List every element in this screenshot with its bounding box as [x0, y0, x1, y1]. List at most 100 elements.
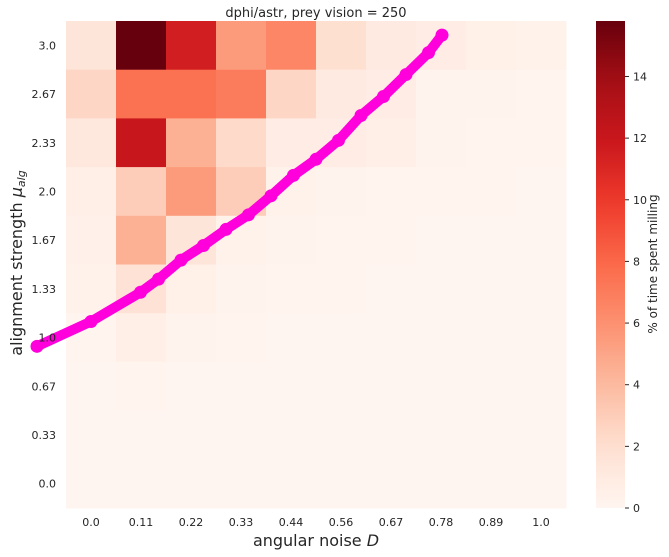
- colorbar-tick-label: 10: [633, 194, 647, 207]
- heatmap-cell: [216, 459, 267, 509]
- heatmap-cell: [216, 264, 267, 314]
- y-tick-label: 0.67: [32, 380, 57, 393]
- colorbar-tick-label: 4: [633, 379, 640, 392]
- heatmap-cell: [366, 361, 417, 412]
- overlay-curve-marker: [332, 133, 345, 147]
- x-tick-label: 1.0: [532, 516, 550, 529]
- heatmap-cell: [516, 410, 567, 460]
- y-tick-label: 2.33: [32, 137, 57, 150]
- heatmap-cell: [416, 313, 467, 363]
- heatmap-cell: [66, 410, 117, 460]
- heatmap-cell: [416, 69, 467, 119]
- overlay-curve-marker: [219, 222, 233, 236]
- x-axis-label-text: angular noise: [253, 531, 367, 550]
- x-tick-label: 0.78: [429, 516, 454, 529]
- x-tick-label: 0.22: [179, 516, 204, 529]
- heatmap-cell: [166, 459, 217, 509]
- x-tick-labels: 0.0 0.11 0.22 0.33 0.44 0.56 0.67 0.78 0.89 1.0: [82, 516, 550, 529]
- colorbar: [596, 21, 625, 508]
- heatmap-cell: [316, 264, 367, 314]
- heatmap-cell: [466, 118, 517, 168]
- heatmap-cell: [516, 167, 567, 217]
- heatmap-cell: [66, 167, 117, 217]
- overlay-curve: [30, 28, 449, 353]
- heatmap-cell: [516, 313, 567, 363]
- heatmap-cell: [366, 410, 417, 460]
- y-tick-label: 1.0: [39, 332, 57, 345]
- heatmap-cell: [316, 215, 367, 265]
- heatmap-cell: [416, 264, 467, 314]
- heatmap-cell: [466, 264, 517, 314]
- overlay-curve-marker: [435, 28, 449, 42]
- heatmap-cell: [166, 118, 217, 168]
- heatmap-cell: [116, 118, 167, 168]
- heatmap-cell: [116, 69, 167, 119]
- heatmap-cell: [166, 264, 217, 314]
- heatmap-cell: [116, 313, 167, 363]
- heatmap-cell: [266, 313, 317, 363]
- heatmap-cell: [116, 215, 167, 265]
- heatmap-cell: [66, 21, 117, 71]
- heatmap-cell: [166, 21, 217, 71]
- overlay-curve-marker: [399, 68, 413, 82]
- heatmap-cell: [66, 215, 117, 265]
- overlay-curve-marker: [309, 152, 323, 166]
- heatmap-cell: [116, 361, 167, 412]
- x-tick-label: 0.89: [479, 516, 504, 529]
- x-axis-label: angular noise D: [253, 531, 379, 550]
- heatmap-cell: [166, 167, 217, 217]
- heatmap-cell: [516, 459, 567, 509]
- overlay-curve-marker: [134, 285, 147, 299]
- overlay-curve-marker: [354, 108, 368, 122]
- heatmap-cell: [266, 264, 317, 314]
- y-tick-label: 3.0: [39, 39, 57, 52]
- y-tick-label: 1.33: [32, 283, 57, 296]
- overlay-curve-marker: [174, 253, 188, 267]
- heatmap-cells: [66, 21, 567, 509]
- heatmap-cell: [366, 118, 417, 168]
- heatmap-cell: [166, 69, 217, 119]
- overlay-curve-marker: [242, 208, 255, 222]
- heatmap-cell: [466, 361, 517, 412]
- heatmap-cell: [416, 459, 467, 509]
- heatmap-cell: [366, 264, 417, 314]
- heatmap-cell: [66, 118, 117, 168]
- heatmap-cell: [166, 361, 217, 412]
- heatmap-cell: [316, 361, 367, 412]
- heatmap-cell: [516, 215, 567, 265]
- heatmap-cell: [266, 215, 317, 265]
- heatmap-cell: [416, 361, 467, 412]
- heatmap-cell: [466, 313, 517, 363]
- heatmap-cell: [216, 410, 267, 460]
- heatmap-cell: [166, 410, 217, 460]
- x-tick-label: 0.33: [229, 516, 254, 529]
- colorbar-tick-label: 2: [633, 440, 640, 453]
- heatmap-cell: [366, 215, 417, 265]
- heatmap-cell: [416, 167, 467, 217]
- y-axis-label-subscript: alg: [15, 170, 28, 187]
- heatmap-cell: [366, 313, 417, 363]
- overlay-curve-marker: [30, 339, 44, 353]
- y-tick-label: 2.0: [39, 185, 57, 198]
- overlay-curve-marker: [287, 168, 300, 182]
- heatmap-cell: [316, 313, 367, 363]
- heatmap-cell: [116, 410, 167, 460]
- heatmap-cell: [316, 167, 367, 217]
- y-tick-label: 2.67: [32, 88, 57, 101]
- heatmap-cell: [316, 459, 367, 509]
- overlay-curve-marker: [84, 314, 98, 328]
- heatmap-cell: [366, 21, 417, 71]
- heatmap-cell: [116, 459, 167, 509]
- heatmap-cell: [116, 21, 167, 71]
- y-axis-label-text: alignment strength: [7, 197, 26, 355]
- heatmap-cell: [366, 167, 417, 217]
- heatmap-cell: [316, 21, 367, 71]
- heatmap-cell: [216, 21, 267, 71]
- heatmap-cell: [66, 69, 117, 119]
- heatmap-cell: [466, 215, 517, 265]
- heatmap-cell: [516, 264, 567, 314]
- colorbar-tick-label: 8: [633, 255, 640, 268]
- colorbar-tick-label: 6: [633, 317, 640, 330]
- heatmap-cell: [466, 459, 517, 509]
- overlay-curve-marker: [264, 189, 278, 203]
